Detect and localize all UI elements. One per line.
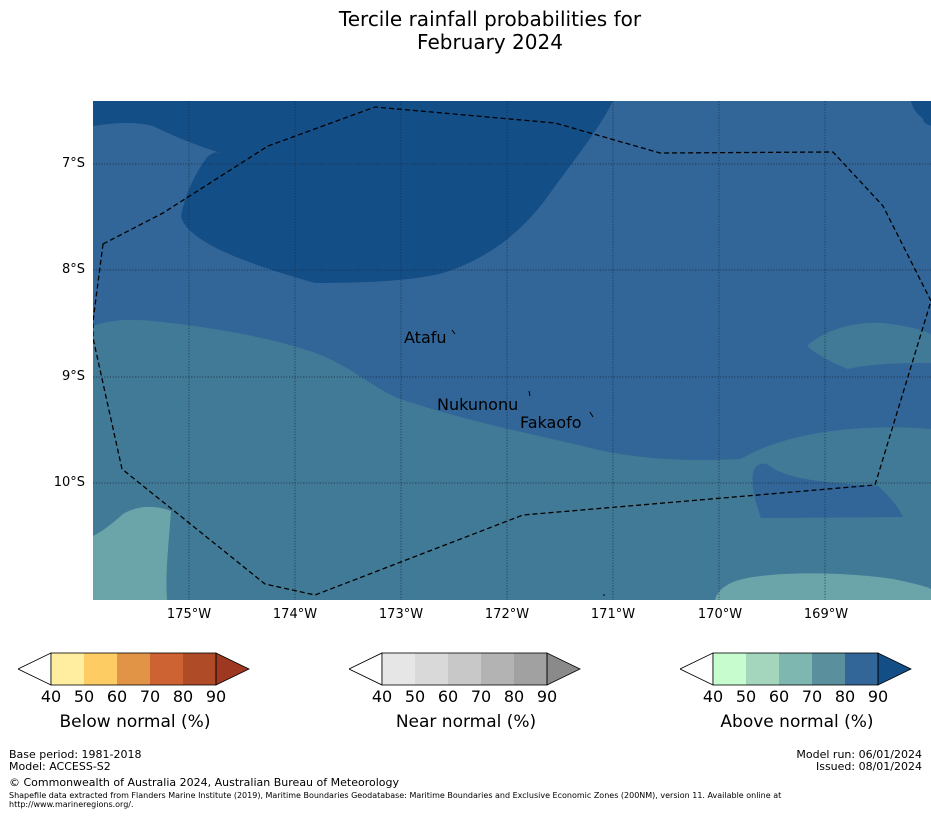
colorbar-tick-label: 60 bbox=[437, 687, 459, 706]
lon-label-171w: 171°W bbox=[590, 607, 636, 622]
above-normal-60-region-right bbox=[715, 573, 931, 600]
colorbar-extend-low bbox=[349, 652, 383, 686]
title-line-1: Tercile rainfall probabilities for bbox=[338, 7, 642, 31]
colorbar-near-normal bbox=[349, 652, 581, 686]
colorbar-above-title: Above normal (%) bbox=[720, 712, 874, 732]
lat-label-7s: 7°S bbox=[61, 156, 85, 171]
eez-boundary bbox=[93, 106, 931, 596]
colorbar-segment bbox=[746, 653, 779, 685]
rainfall-probability-map bbox=[93, 101, 931, 600]
shapefile-credit-1: Shapefile data extracted from Flanders M… bbox=[9, 791, 782, 800]
colorbar-near-title: Near normal (%) bbox=[395, 712, 537, 732]
issued-date: Issued: 08/01/2024 bbox=[815, 760, 922, 773]
colorbar-tick-label: 70 bbox=[801, 687, 823, 706]
lat-label-8s: 8°S bbox=[61, 262, 85, 277]
colorbar-segment bbox=[150, 653, 183, 685]
lon-label-175w: 175°W bbox=[166, 607, 212, 622]
colorbar-outline bbox=[50, 652, 217, 686]
island-markers bbox=[451, 329, 605, 596]
colorbar-outline bbox=[381, 652, 548, 686]
colorbar-segment bbox=[514, 653, 547, 685]
colorbar-below-normal bbox=[18, 652, 250, 686]
colorbar-segment bbox=[382, 653, 415, 685]
place-nukunonu: Nukunonu bbox=[437, 395, 519, 414]
colorbar-segment bbox=[448, 653, 481, 685]
colorbar-segment bbox=[183, 653, 216, 685]
colorbar-tick-label: 60 bbox=[768, 687, 790, 706]
colorbar-segment bbox=[51, 653, 84, 685]
atafu-marker bbox=[451, 329, 456, 335]
colorbar-tick-label: 80 bbox=[172, 687, 194, 706]
colorbar-tick-label: 90 bbox=[867, 687, 889, 706]
lon-label-170w: 170°W bbox=[697, 607, 743, 622]
colorbar-tick-label: 80 bbox=[834, 687, 856, 706]
colorbar-extend-low bbox=[680, 652, 714, 686]
above-normal-70-island bbox=[807, 322, 931, 369]
shapefile-credit-2: http://www.marineregions.org/. bbox=[9, 800, 134, 809]
graticule bbox=[93, 101, 931, 600]
colorbar-segment bbox=[779, 653, 812, 685]
colorbar-below-title: Below normal (%) bbox=[59, 712, 211, 732]
colorbar-segment bbox=[845, 653, 878, 685]
above-normal-60-region-left bbox=[93, 506, 171, 600]
colorbar-tick-label: 90 bbox=[205, 687, 227, 706]
above-normal-80-pocket bbox=[752, 463, 903, 518]
copyright: © Commonwealth of Australia 2024, Austra… bbox=[9, 776, 399, 789]
colorbar-tick-label: 70 bbox=[139, 687, 161, 706]
colorbar-segment bbox=[812, 653, 845, 685]
base-period: Base period: 1981-2018 bbox=[9, 748, 142, 761]
colorbar-tick-label: 40 bbox=[40, 687, 62, 706]
lat-label-9s: 9°S bbox=[61, 369, 85, 384]
colorbar-extend-high bbox=[215, 652, 250, 686]
colorbar-tick-label: 50 bbox=[73, 687, 95, 706]
colorbar-segment bbox=[117, 653, 150, 685]
above-normal-90-region bbox=[93, 101, 931, 283]
lon-label-174w: 174°W bbox=[272, 607, 318, 622]
colorbar-tick-label: 70 bbox=[470, 687, 492, 706]
title-line-2: February 2024 bbox=[417, 30, 563, 54]
colorbar-extend-low bbox=[18, 652, 52, 686]
colorbar-tick-label: 40 bbox=[702, 687, 724, 706]
fakaofo-marker bbox=[589, 411, 594, 418]
above-normal-70-region bbox=[93, 319, 931, 600]
colorbar-tick-label: 50 bbox=[404, 687, 426, 706]
colorbar-tick-label: 80 bbox=[503, 687, 525, 706]
lon-label-169w: 169°W bbox=[803, 607, 849, 622]
colorbar-tick-label: 50 bbox=[735, 687, 757, 706]
colorbar-above-normal bbox=[680, 652, 912, 686]
colorbar-segment bbox=[84, 653, 117, 685]
model-run: Model run: 06/01/2024 bbox=[796, 748, 922, 761]
map-title: Tercile rainfall probabilities for Febru… bbox=[0, 8, 931, 54]
lon-label-172w: 172°W bbox=[484, 607, 530, 622]
above-normal-90-corner bbox=[911, 101, 931, 123]
lon-label-173w: 173°W bbox=[378, 607, 424, 622]
colorbar-segment bbox=[713, 653, 746, 685]
colorbar-tick-label: 40 bbox=[371, 687, 393, 706]
nukunonu-marker bbox=[528, 390, 531, 397]
colorbar-extend-high bbox=[546, 652, 581, 686]
model-name: Model: ACCESS-S2 bbox=[9, 760, 111, 773]
colorbar-segment bbox=[481, 653, 514, 685]
colorbar-outline bbox=[712, 652, 879, 686]
colorbar-tick-label: 90 bbox=[536, 687, 558, 706]
place-fakaofo: Fakaofo bbox=[520, 413, 582, 432]
lat-label-10s: 10°S bbox=[53, 475, 85, 490]
colorbar-extend-high bbox=[877, 652, 912, 686]
place-atafu: Atafu bbox=[404, 328, 447, 347]
colorbar-segment bbox=[415, 653, 448, 685]
colorbar-tick-label: 60 bbox=[106, 687, 128, 706]
